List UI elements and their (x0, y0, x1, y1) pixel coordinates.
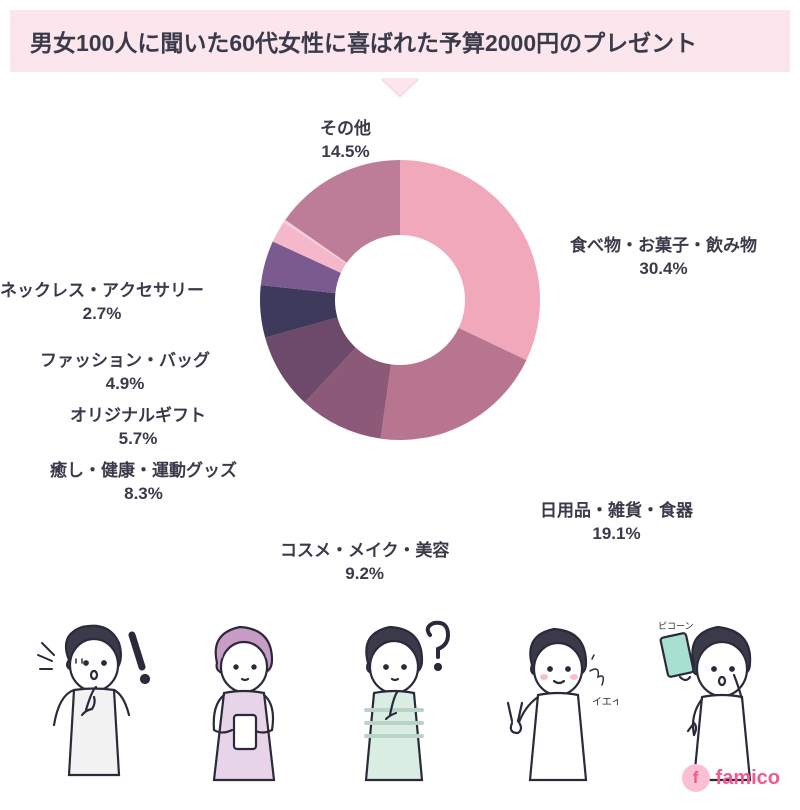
slice-label: ファッション・バッグ4.9% (40, 350, 210, 396)
donut-chart (260, 160, 540, 440)
slice-label: コスメ・メイク・美容9.2% (280, 540, 449, 586)
speech-pointer (380, 78, 420, 100)
svg-text:ピコーン: ピコーン (658, 621, 694, 631)
slice-label: 癒し・健康・運動グッズ8.3% (50, 460, 237, 506)
illustration-card: ピコーン (646, 615, 776, 785)
title-bar: 男女100人に聞いた60代女性に喜ばれた予算2000円のプレゼント (10, 10, 790, 72)
illustration-thinking (24, 615, 154, 785)
chart-area: 食べ物・お菓子・飲み物30.4%日用品・雑貨・食器19.1%コスメ・メイク・美容… (0, 100, 800, 580)
slice-label: オリジナルギフト5.7% (70, 405, 206, 451)
illustration-peace: イエイ (488, 615, 618, 785)
illustration-phone (182, 615, 302, 785)
slice-label: 日用品・雑貨・食器19.1% (540, 500, 693, 546)
logo-mark-letter: f (693, 768, 699, 788)
illustration-question (330, 615, 460, 785)
slice-label: その他14.5% (320, 118, 371, 164)
slice-label: ネックレス・アクセサリー2.7% (0, 280, 204, 326)
svg-text:イエイ: イエイ (592, 697, 618, 708)
slice-label: 食べ物・お菓子・飲み物30.4% (570, 235, 757, 281)
logo: f famico (682, 764, 780, 792)
donut-slice (400, 160, 540, 360)
logo-mark: f (682, 764, 710, 792)
title-text: 男女100人に聞いた60代女性に喜ばれた予算2000円のプレゼント (30, 30, 697, 56)
logo-text: famico (716, 767, 780, 790)
illustrations-row: イエイ ピコーン (0, 605, 800, 785)
